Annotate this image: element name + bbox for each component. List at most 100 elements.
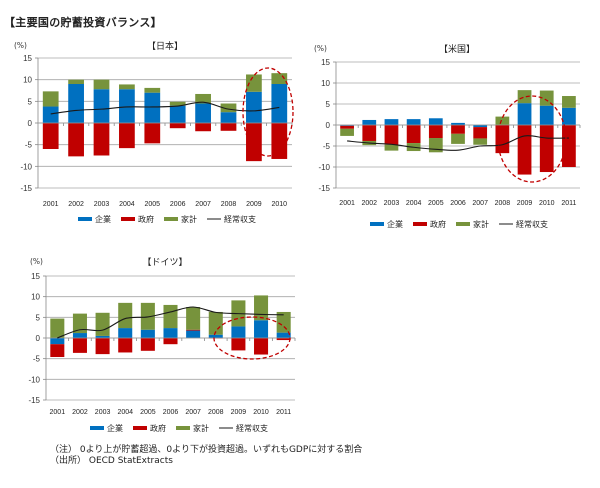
bar-2010-corporate <box>539 105 554 125</box>
bar-2006-government <box>451 125 465 134</box>
bar-2010-government <box>254 338 269 355</box>
bar-2010-household <box>271 73 288 84</box>
y-tick-label: -10 <box>20 162 32 171</box>
bar-2009-corporate <box>246 91 262 123</box>
x-tick-label: 2001 <box>339 200 355 207</box>
bar-2007-government <box>195 123 211 132</box>
source-text: （出所） OECD StatExtracts <box>50 456 173 466</box>
legend-swatch-household <box>164 217 178 221</box>
current-account-line <box>57 306 284 339</box>
bar-2001-government <box>42 123 59 149</box>
bar-2011-household <box>276 311 291 333</box>
bar-2006-corporate <box>451 122 465 125</box>
legend-swatch-corporate <box>370 222 384 226</box>
x-tick-label: 2007 <box>195 201 211 208</box>
y-tick-label: 5 <box>36 313 41 322</box>
bar-2010-government <box>539 125 554 173</box>
bar-2008-corporate <box>208 334 223 338</box>
legend-item-1: 政府 <box>133 423 166 433</box>
legend-label: 政府 <box>150 423 166 433</box>
bar-2003-corporate <box>93 89 110 123</box>
y-tick-label: 5 <box>326 100 331 109</box>
bar-2002-household <box>68 79 84 84</box>
x-tick-label: 2006 <box>450 200 466 207</box>
x-tick-label: 2009 <box>231 409 247 416</box>
legend-swatch-household <box>176 426 190 430</box>
bar-2004-household <box>119 84 135 90</box>
bar-2001-household <box>340 128 354 136</box>
y-tick-label: -15 <box>20 184 32 193</box>
bar-2002-corporate <box>362 119 377 125</box>
bar-2009-corporate <box>517 103 532 125</box>
legend-label: 経常収支 <box>516 219 548 229</box>
bar-2011-corporate <box>562 107 576 125</box>
bar-2007-household <box>473 138 488 145</box>
bar-2003-household <box>384 144 399 151</box>
legend-label: 政府 <box>430 219 446 229</box>
legend-label: 家計 <box>193 423 209 433</box>
bar-2003-household <box>95 312 110 336</box>
y-tick-label: -15 <box>28 396 40 405</box>
current-account-line <box>347 135 569 151</box>
bar-2006-corporate <box>169 105 186 123</box>
bar-2008-government <box>495 125 510 154</box>
legend-label: 企業 <box>387 219 403 229</box>
bar-2007-corporate <box>473 125 488 128</box>
bar-2003-government <box>95 338 110 355</box>
bar-2007-corporate <box>195 103 211 123</box>
bar-2003-government <box>384 125 399 145</box>
y-tick-label: -5 <box>323 142 331 151</box>
legend-label: 経常収支 <box>224 214 256 224</box>
y-tick-label: 0 <box>28 119 33 128</box>
y-tick-label: 15 <box>321 58 330 67</box>
x-tick-label: 2009 <box>246 201 262 208</box>
bar-2005-household <box>144 87 161 93</box>
x-tick-label: 2006 <box>170 201 186 208</box>
bar-2005-government <box>144 123 161 144</box>
legend-item-3: 経常収支 <box>207 214 256 224</box>
bar-2009-government <box>517 125 532 175</box>
x-tick-label: 2003 <box>95 409 111 416</box>
legend-swatch-government <box>413 222 427 226</box>
x-tick-label: 2005 <box>145 201 161 208</box>
bar-2002-corporate <box>68 84 84 123</box>
bar-2009-government <box>246 123 262 162</box>
x-tick-label: 2003 <box>94 201 110 208</box>
x-tick-label: 2011 <box>276 409 291 416</box>
bar-2002-household <box>72 313 87 334</box>
bar-2004-government <box>119 123 135 149</box>
bar-2007-household <box>195 93 211 104</box>
bar-2004-corporate <box>119 89 135 123</box>
x-tick-label: 2009 <box>517 200 533 207</box>
legend-item-3: 経常収支 <box>499 219 548 229</box>
bar-2011-government <box>276 338 291 341</box>
x-tick-label: 2010 <box>272 201 288 208</box>
bar-2009-corporate <box>231 326 246 338</box>
bar-2004-corporate <box>118 328 133 338</box>
x-tick-label: 2005 <box>140 409 156 416</box>
legend-label: 政府 <box>138 214 154 224</box>
y-tick-label: 15 <box>31 272 40 281</box>
bar-2008-government <box>220 123 237 131</box>
y-tick-label: -15 <box>318 184 330 193</box>
x-tick-label: 2004 <box>117 409 133 416</box>
bar-2009-household <box>517 90 532 104</box>
bar-2001-corporate <box>42 106 59 123</box>
legend-swatch-government <box>133 426 147 430</box>
page-title: 【主要国の貯蓄投資バランス】 <box>4 16 162 29</box>
bar-2001-government <box>340 125 354 129</box>
x-tick-label: 2007 <box>472 200 488 207</box>
chart-japan: 【日本】 (%) 15 10 5 0 -5 -10 -15 2001 2002 2003 2004 200… <box>14 40 294 224</box>
bar-2004-corporate <box>406 119 421 125</box>
y-tick-label: -10 <box>318 163 330 172</box>
legend-swatch-household <box>456 222 470 226</box>
x-tick-label: 2004 <box>406 200 422 207</box>
bar-2010-household <box>539 90 554 106</box>
legend-item-2: 家計 <box>456 219 489 229</box>
bar-2002-corporate <box>72 333 87 338</box>
legend-item-2: 家計 <box>176 423 209 433</box>
bar-2003-corporate <box>95 335 110 338</box>
x-tick-label: 2011 <box>561 200 576 207</box>
bar-2005-corporate <box>140 329 155 338</box>
bar-2008-corporate <box>220 112 237 123</box>
